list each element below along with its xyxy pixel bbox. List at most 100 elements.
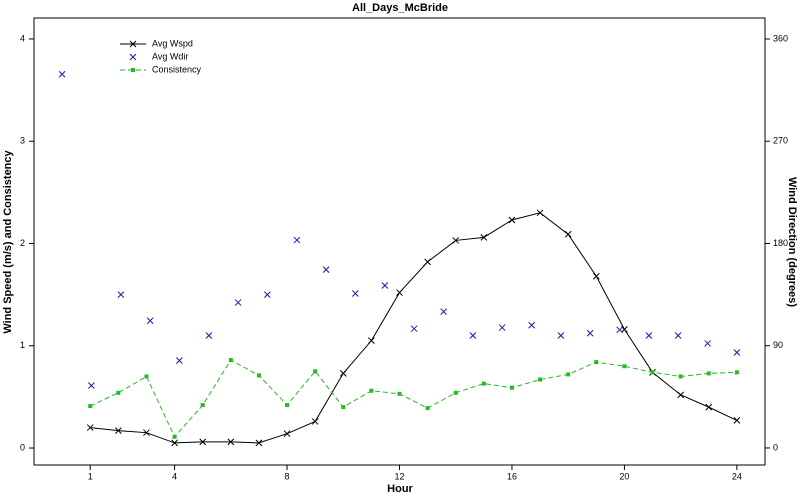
plot-frame [33, 17, 766, 466]
marker [172, 434, 177, 439]
y-axis-label: Wind Speed (m/s) and Consistency [2, 149, 14, 333]
marker [86, 424, 94, 431]
y-tick-label: 4 [20, 33, 25, 43]
marker [480, 234, 488, 241]
marker [205, 332, 213, 339]
marker [58, 70, 66, 78]
marker [264, 291, 271, 298]
marker [293, 236, 301, 244]
marker [616, 326, 623, 334]
marker [586, 329, 594, 337]
marker [322, 266, 330, 273]
marker [469, 332, 477, 339]
marker [368, 337, 375, 344]
marker [674, 332, 682, 339]
marker [733, 417, 741, 424]
marker [453, 390, 458, 395]
marker [452, 237, 460, 244]
marker [176, 357, 183, 364]
legend-label: Consistency [152, 64, 202, 74]
marker [396, 289, 403, 296]
y2-axis-label: Wind Direction (degrees) [786, 177, 798, 307]
marker [114, 427, 122, 434]
marker [733, 349, 741, 356]
legend-marker [131, 68, 135, 72]
y2-tick-label: 180 [773, 238, 788, 248]
series-line [90, 212, 738, 444]
marker [339, 370, 347, 377]
marker [498, 324, 506, 331]
marker [144, 374, 149, 379]
marker [285, 403, 290, 408]
x-tick-label: 24 [732, 471, 742, 481]
chart-title: All_Days_McBride [352, 2, 448, 14]
marker [564, 230, 572, 238]
marker [397, 391, 402, 396]
legend-label: Avg Wspd [152, 38, 193, 48]
marker [734, 370, 739, 375]
marker [509, 385, 514, 390]
marker [557, 332, 565, 339]
marker [440, 308, 447, 315]
marker [143, 429, 150, 437]
series-line [90, 359, 737, 438]
marker [146, 317, 154, 325]
marker [592, 272, 600, 280]
x-tick-label: 20 [619, 471, 629, 481]
legend-marker [129, 53, 137, 61]
marker [677, 391, 685, 399]
y2-tick-label: 90 [773, 340, 783, 350]
y-tick-label: 1 [20, 340, 25, 350]
y-tick-label: 0 [20, 442, 25, 452]
marker [678, 374, 683, 379]
marker [255, 439, 263, 447]
marker [622, 364, 627, 369]
marker [538, 377, 543, 382]
marker [594, 360, 599, 365]
marker [381, 282, 389, 289]
marker [528, 321, 535, 329]
x-tick-label: 4 [172, 471, 177, 481]
x-tick-label: 8 [285, 471, 290, 481]
x-tick-label: 1 [88, 471, 93, 481]
y-tick-label: 3 [20, 136, 25, 146]
legend-marker [129, 40, 137, 48]
marker [536, 209, 544, 217]
x-axis-label: Hour [387, 483, 413, 495]
y2-tick-label: 360 [773, 33, 788, 43]
marker [228, 358, 233, 363]
y2-tick-label: 0 [773, 442, 778, 452]
marker [410, 325, 418, 333]
marker [424, 258, 431, 266]
marker [171, 439, 178, 447]
marker [313, 369, 318, 374]
marker [256, 373, 261, 378]
marker [508, 216, 516, 224]
marker [481, 381, 486, 386]
marker [645, 332, 653, 339]
marker [117, 291, 125, 298]
x-tick-label: 16 [507, 471, 517, 481]
marker [352, 290, 359, 297]
marker [227, 438, 235, 446]
marker [425, 406, 430, 411]
marker [341, 405, 346, 410]
marker [88, 382, 95, 389]
y-tick-label: 2 [20, 238, 25, 248]
x-tick-label: 12 [394, 471, 404, 481]
marker [311, 418, 319, 425]
marker [369, 388, 374, 393]
marker [199, 438, 207, 446]
legend-label: Avg Wdir [152, 51, 188, 61]
marker [116, 390, 121, 395]
y2-tick-label: 270 [773, 136, 788, 146]
marker [566, 372, 571, 377]
marker [200, 403, 205, 408]
marker [706, 371, 711, 376]
marker [650, 370, 655, 375]
marker [88, 404, 93, 409]
marker [234, 299, 242, 306]
marker [283, 430, 291, 438]
